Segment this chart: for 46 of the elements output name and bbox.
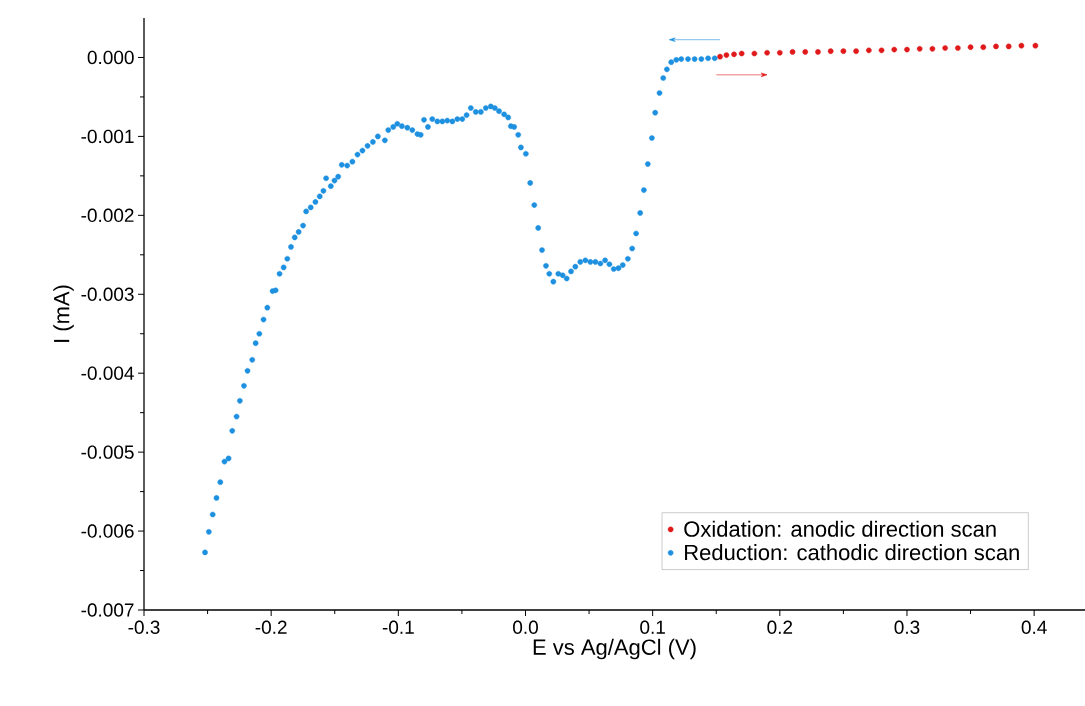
point	[789, 49, 796, 55]
x-tick-label: -0.2	[255, 620, 287, 634]
point	[751, 50, 758, 57]
point	[853, 48, 859, 54]
x-tick-label: 0.1	[640, 620, 665, 634]
y-tick-label: -0.004	[81, 366, 134, 380]
x-tick-label: -0.3	[128, 620, 160, 634]
point	[967, 44, 974, 50]
point	[815, 49, 821, 55]
y-tick-label: -0.002	[81, 208, 134, 223]
y-tick-label: -0.001	[81, 129, 134, 144]
x-tick-label: -0.1	[382, 620, 414, 634]
point	[980, 44, 987, 50]
point	[802, 49, 809, 55]
point	[878, 47, 885, 54]
point	[1018, 42, 1025, 49]
point	[866, 47, 872, 54]
point	[916, 45, 923, 52]
point	[738, 50, 745, 57]
point	[840, 48, 847, 54]
point	[827, 48, 834, 54]
y-tick-label: 0.000	[87, 50, 134, 65]
x-tick-label: 0.2	[767, 620, 793, 634]
point	[904, 46, 910, 53]
y-tick-label: -0.005	[81, 445, 134, 459]
y-tick-label: -0.006	[81, 524, 134, 538]
y-axis-title: I (mA)	[53, 285, 74, 342]
point	[777, 49, 783, 56]
point	[731, 51, 737, 58]
point	[942, 45, 948, 51]
y-tick-label: -0.003	[81, 287, 134, 301]
x-tick-label: 0.3	[894, 620, 920, 634]
point	[955, 45, 961, 51]
x-axis-title: E vs Ag/AgCl (V)	[533, 638, 696, 660]
point	[1005, 43, 1012, 50]
point	[891, 46, 898, 53]
point	[764, 49, 770, 56]
point	[929, 45, 936, 52]
x-tick-label: 0.0	[513, 620, 538, 634]
y-tick-label: -0.007	[81, 603, 134, 617]
legend-label: Oxidation: anodic direction scan	[684, 520, 996, 537]
point	[993, 43, 999, 50]
point	[723, 52, 730, 58]
point	[1032, 42, 1039, 49]
legend-label: Reduction: cathodic direction scan	[685, 544, 1019, 561]
x-tick-label: 0.4	[1021, 620, 1047, 634]
